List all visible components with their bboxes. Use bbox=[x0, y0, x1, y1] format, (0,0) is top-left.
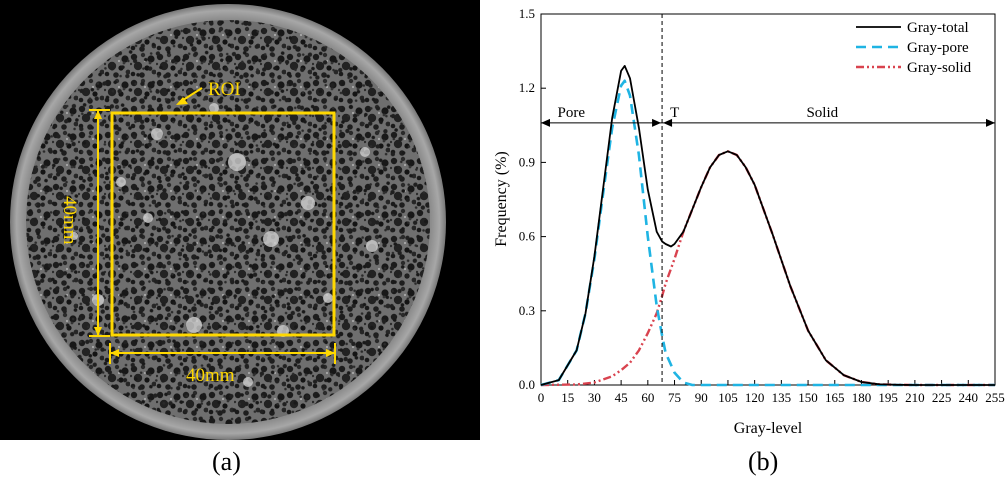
legend: Gray-total Gray-pore Gray-solid bbox=[856, 20, 972, 76]
x-tick-label: 75 bbox=[668, 390, 681, 405]
y-axis-title: Frequency (%) bbox=[493, 151, 510, 247]
legend-label: Gray-total bbox=[907, 20, 969, 36]
x-axis-title: Gray-level bbox=[734, 420, 803, 437]
roi-annotation bbox=[89, 87, 336, 364]
x-tick-label: 0 bbox=[538, 390, 545, 405]
x-tick-label: 255 bbox=[985, 390, 1005, 405]
x-tick-label: 180 bbox=[852, 390, 872, 405]
legend-label: Gray-solid bbox=[907, 60, 972, 76]
panel-a-label: (a) bbox=[212, 447, 241, 476]
x-tick-label: 15 bbox=[561, 390, 574, 405]
histogram-panel: 0.0 0.3 0.6 0.9 1.2 1.5 0 15 30 45 60 75 90 105 120 13… bbox=[480, 0, 1007, 476]
region-arrowhead bbox=[986, 118, 995, 127]
x-tick-label: 45 bbox=[615, 390, 628, 405]
region-arrowhead bbox=[541, 118, 550, 127]
histogram-chart: 0.0 0.3 0.6 0.9 1.2 1.5 0 15 30 45 60 75 90 105 120 13… bbox=[493, 6, 1005, 476]
roi-box bbox=[110, 111, 336, 337]
y-tick-label: 1.2 bbox=[519, 80, 535, 95]
x-tick-label: 150 bbox=[798, 390, 818, 405]
roi-label: ROI bbox=[208, 79, 241, 100]
bright-inclusions bbox=[70, 103, 378, 387]
region-annotations: Pore T Solid bbox=[541, 14, 995, 385]
x-tick-label: 225 bbox=[932, 390, 952, 405]
series-line-gray-solid bbox=[540, 150, 995, 387]
y-tick-label: 0.3 bbox=[519, 303, 535, 318]
ct-image-svg: ROI 40mm 40mm (a) bbox=[0, 0, 480, 476]
series-line-gray-total bbox=[540, 65, 995, 386]
x-axis: 0 15 30 45 60 75 90 105 120 135 150 165 180 195 210 225… bbox=[538, 380, 1005, 405]
region-label-pore: Pore bbox=[558, 105, 586, 121]
x-tick-label: 30 bbox=[588, 390, 601, 405]
series-layer bbox=[540, 65, 995, 387]
x-tick-label: 210 bbox=[905, 390, 925, 405]
x-tick-label: 105 bbox=[718, 390, 738, 405]
x-tick-label: 165 bbox=[825, 390, 845, 405]
x-tick-label: 120 bbox=[745, 390, 765, 405]
x-tick-label: 90 bbox=[695, 390, 708, 405]
y-tick-label: 1.5 bbox=[519, 6, 535, 21]
region-arrowhead bbox=[663, 118, 673, 127]
region-label-solid: Solid bbox=[806, 105, 838, 121]
ct-image-panel: ROI 40mm 40mm (a) bbox=[0, 0, 480, 476]
series-line-gray-pore bbox=[540, 79, 995, 387]
y-axis: 0.0 0.3 0.6 0.9 1.2 1.5 bbox=[519, 6, 546, 392]
x-tick-label: 60 bbox=[641, 390, 654, 405]
panel-b-label: (b) bbox=[748, 447, 778, 476]
region-label-threshold: T bbox=[670, 105, 679, 121]
legend-label: Gray-pore bbox=[907, 40, 969, 56]
height-label: 40mm bbox=[59, 196, 80, 245]
y-tick-label: 0.6 bbox=[519, 229, 536, 244]
x-tick-label: 195 bbox=[878, 390, 898, 405]
y-tick-label: 0.9 bbox=[519, 154, 535, 169]
specimen-pores bbox=[26, 20, 430, 424]
x-tick-label: 135 bbox=[772, 390, 792, 405]
y-tick-label: 0.0 bbox=[519, 377, 535, 392]
region-arrowhead bbox=[652, 118, 662, 127]
x-tick-label: 240 bbox=[959, 390, 979, 405]
width-label: 40mm bbox=[186, 365, 235, 386]
